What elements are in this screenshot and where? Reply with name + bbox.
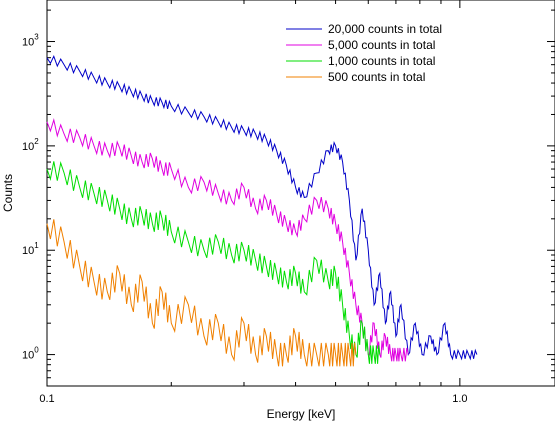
series-line [46,161,381,364]
y-tick-label: 103 [22,33,39,49]
legend-label: 500 counts in total [328,70,425,84]
y-tick-label: 102 [22,137,39,153]
legend: 20,000 counts in total 5,000 counts in to… [286,22,442,84]
x-tick-label: 0.1 [39,393,54,405]
legend-label: 5,000 counts in total [328,38,435,52]
legend-label: 20,000 counts in total [328,22,442,36]
legend-label: 1,000 counts in total [328,54,435,68]
y-axis-title: Counts [1,174,15,212]
x-axis-title: Energy [keV] [267,407,336,421]
series-line [46,118,409,362]
series-line [46,55,478,361]
plot-frame [46,0,555,387]
series-line [46,219,357,367]
series-lines [46,55,478,367]
major-ticks [46,0,555,386]
y-tick-label: 101 [22,241,39,257]
tick-labels: 0.1 1.0 100 101 102 103 [22,33,468,405]
minor-ticks [47,0,555,387]
x-tick-label: 1.0 [452,393,467,405]
y-tick-label: 100 [22,346,39,362]
